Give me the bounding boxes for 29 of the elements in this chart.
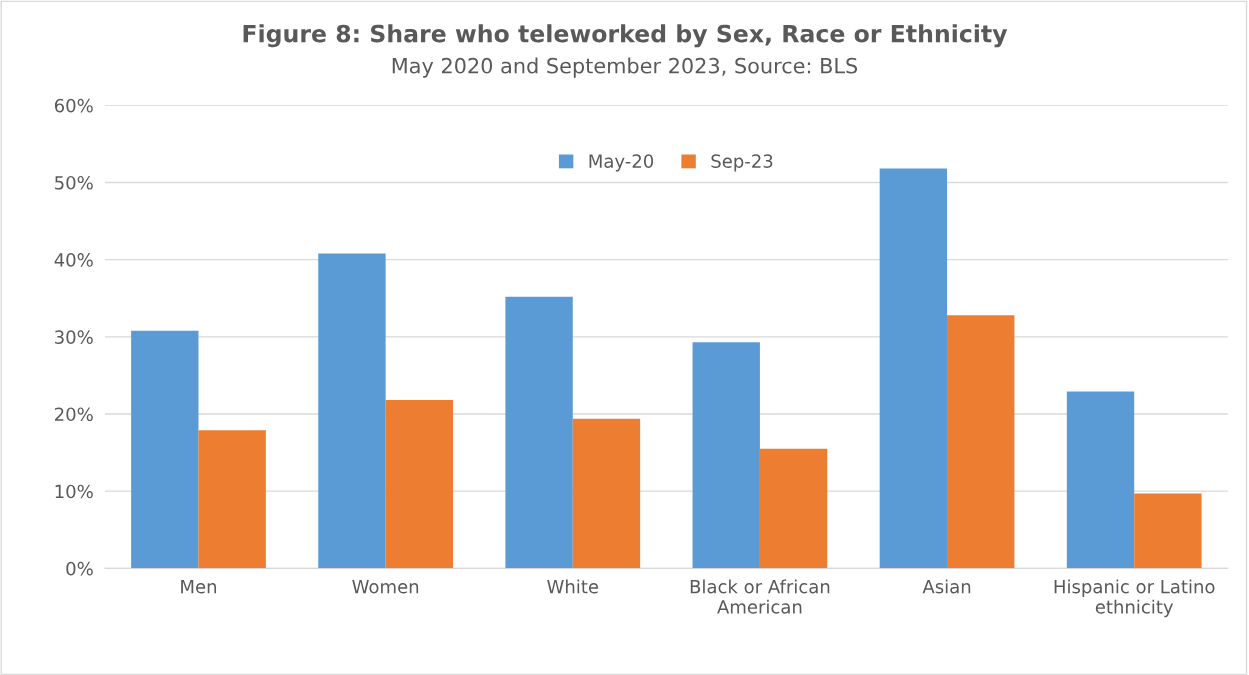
bar	[572, 418, 641, 569]
bar	[1134, 493, 1202, 569]
y-tick-label: 0%	[66, 561, 93, 576]
y-tick-label: 10%	[55, 484, 93, 499]
bar	[505, 296, 573, 569]
y-tick-label: 20%	[55, 407, 93, 422]
chart-subtitle: May 2020 and September 2023, Source: BLS	[392, 57, 858, 78]
x-tick-label: Black or African American	[690, 579, 830, 614]
y-tick-label: 50%	[55, 175, 93, 190]
bar	[879, 168, 948, 569]
bar	[131, 330, 199, 569]
chart-title: Figure 8: Share who teleworked by Sex, Race or Ethnicity	[243, 24, 1008, 48]
legend-label: Sep-23	[711, 154, 773, 172]
bar	[947, 315, 1015, 569]
bar	[759, 448, 828, 569]
x-tick-label: Hispanic or Latino ethnicity	[1054, 579, 1215, 618]
bar	[198, 430, 266, 569]
x-tick-label: Men	[181, 580, 217, 594]
bar	[318, 253, 386, 569]
x-tick-label: Asian	[922, 579, 971, 594]
bar	[692, 342, 760, 569]
y-tick-label: 30%	[55, 330, 93, 344]
bar	[385, 400, 453, 569]
legend-label: May-20	[589, 154, 654, 172]
y-tick-label: 60%	[54, 98, 93, 113]
bar	[1066, 391, 1135, 569]
y-tick-label: 40%	[54, 253, 93, 267]
x-tick-label: White	[547, 579, 599, 594]
x-tick-label: Women	[352, 580, 419, 594]
